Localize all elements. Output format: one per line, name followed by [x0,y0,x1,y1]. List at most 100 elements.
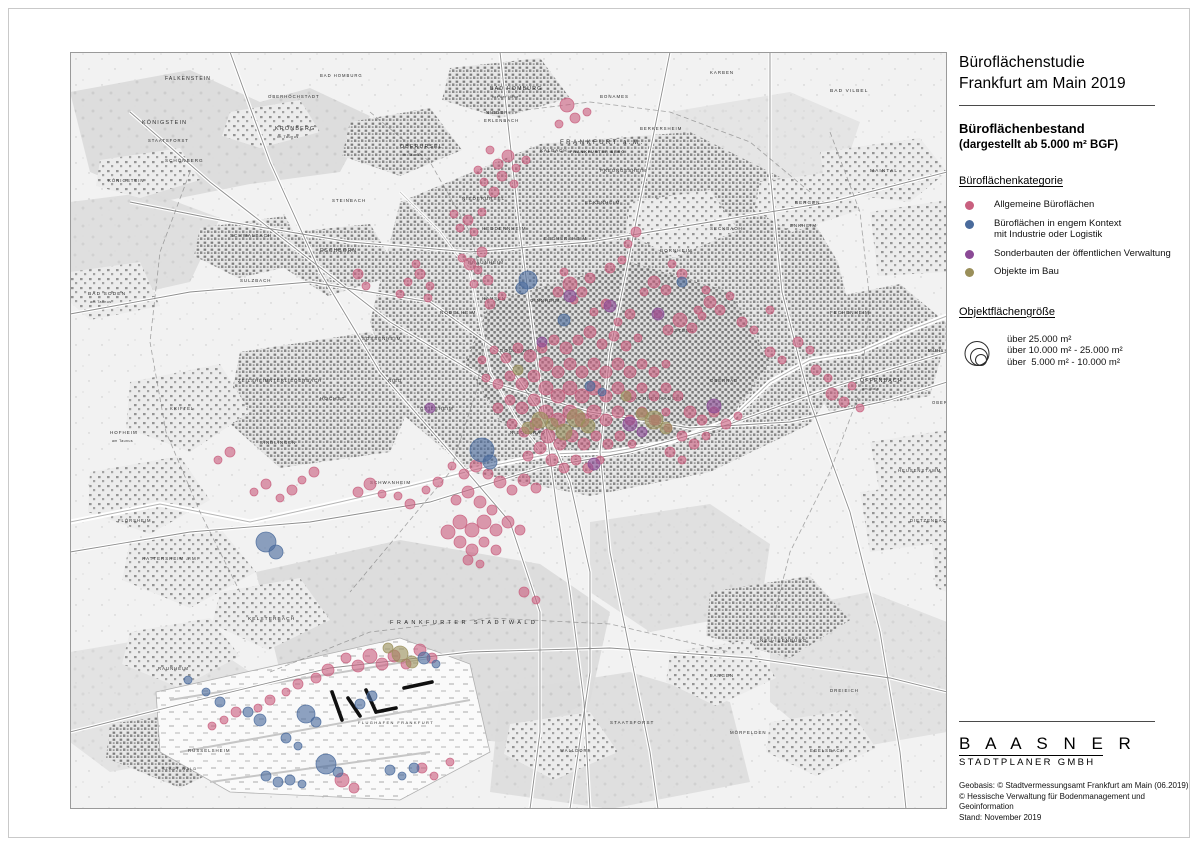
map-marker[interactable] [354,698,366,710]
map-marker[interactable] [423,293,433,303]
map-marker[interactable] [512,342,524,354]
map-marker[interactable] [577,437,591,451]
map-marker[interactable] [297,779,307,789]
map-marker[interactable] [599,365,613,379]
map-marker[interactable] [479,177,489,187]
map-marker[interactable] [667,259,677,269]
map-marker[interactable] [659,421,673,435]
map-marker[interactable] [393,491,403,501]
map-marker[interactable] [453,535,467,549]
map-marker[interactable] [608,330,620,342]
map-marker[interactable] [482,454,498,470]
map-marker[interactable] [321,663,335,677]
map-marker[interactable] [686,322,698,334]
map-marker[interactable] [736,316,748,328]
map-marker[interactable] [533,441,547,455]
map-marker[interactable] [506,484,518,496]
map-marker[interactable] [260,478,272,490]
map-marker[interactable] [281,687,291,697]
map-marker[interactable] [515,281,529,295]
map-marker[interactable] [527,393,541,407]
map-marker[interactable] [676,276,688,288]
map-marker[interactable] [496,170,508,182]
map-marker[interactable] [611,405,625,419]
map-marker[interactable] [268,544,284,560]
map-marker[interactable] [570,454,582,466]
map-marker[interactable] [677,455,687,465]
map-marker[interactable] [332,766,344,778]
map-marker[interactable] [293,741,303,751]
map-marker[interactable] [647,275,661,289]
map-marker[interactable] [583,325,597,339]
map-marker[interactable] [509,179,519,189]
map-marker[interactable] [292,678,304,690]
map-marker[interactable] [431,659,441,669]
map-marker[interactable] [500,352,512,364]
map-marker[interactable] [512,364,524,376]
map-marker[interactable] [574,388,590,404]
map-panel[interactable]: FALKENSTEIN KÖNIGSTEIN STAATSFORST KRONBERG… [70,52,947,809]
map-marker[interactable] [552,286,564,298]
map-marker[interactable] [661,407,671,417]
map-marker[interactable] [701,431,711,441]
map-marker[interactable] [461,485,475,499]
map-marker[interactable] [249,487,259,497]
map-marker[interactable] [623,365,637,379]
map-marker[interactable] [361,281,371,291]
map-marker[interactable] [469,227,479,237]
map-marker[interactable] [558,462,570,474]
map-marker[interactable] [517,473,531,487]
map-marker[interactable] [214,696,226,708]
map-marker[interactable] [452,514,468,530]
map-marker[interactable] [493,475,507,489]
map-marker[interactable] [242,706,254,718]
map-marker[interactable] [450,494,462,506]
map-marker[interactable] [363,477,377,491]
map-marker[interactable] [672,312,688,328]
map-marker[interactable] [497,291,507,301]
map-marker[interactable] [624,308,636,320]
map-marker-layer[interactable] [183,97,865,794]
map-marker[interactable] [464,522,480,538]
map-marker[interactable] [538,356,554,372]
map-marker[interactable] [559,341,573,355]
map-marker[interactable] [377,489,387,499]
map-marker[interactable] [531,411,549,429]
map-marker[interactable] [476,514,492,530]
map-marker[interactable] [476,246,488,258]
map-marker[interactable] [286,484,298,496]
map-marker[interactable] [315,753,337,775]
map-marker[interactable] [597,387,607,397]
map-marker[interactable] [651,307,665,321]
map-marker[interactable] [575,365,589,379]
map-marker[interactable] [562,276,578,292]
map-marker[interactable] [362,648,378,664]
map-marker[interactable] [366,690,378,702]
map-marker[interactable] [764,346,776,358]
map-marker[interactable] [576,286,588,298]
map-marker[interactable] [458,468,470,480]
map-marker[interactable] [518,586,530,598]
map-marker[interactable] [563,289,577,303]
map-marker[interactable] [395,289,405,299]
map-marker[interactable] [403,277,413,287]
map-marker[interactable] [440,524,456,540]
map-marker[interactable] [703,295,717,309]
map-marker[interactable] [488,186,500,198]
map-marker[interactable] [230,706,242,718]
map-marker[interactable] [630,226,642,238]
map-marker[interactable] [414,268,426,280]
map-marker[interactable] [584,380,596,392]
map-marker[interactable] [351,659,365,673]
map-marker[interactable] [620,340,632,352]
map-marker[interactable] [701,285,711,295]
map-marker[interactable] [224,446,236,458]
map-marker[interactable] [482,274,494,286]
map-marker[interactable] [620,390,632,402]
map-marker[interactable] [514,524,526,536]
map-marker[interactable] [587,457,601,471]
map-marker[interactable] [551,365,565,379]
map-marker[interactable] [587,357,601,371]
map-marker[interactable] [636,358,648,370]
map-marker[interactable] [714,304,726,316]
